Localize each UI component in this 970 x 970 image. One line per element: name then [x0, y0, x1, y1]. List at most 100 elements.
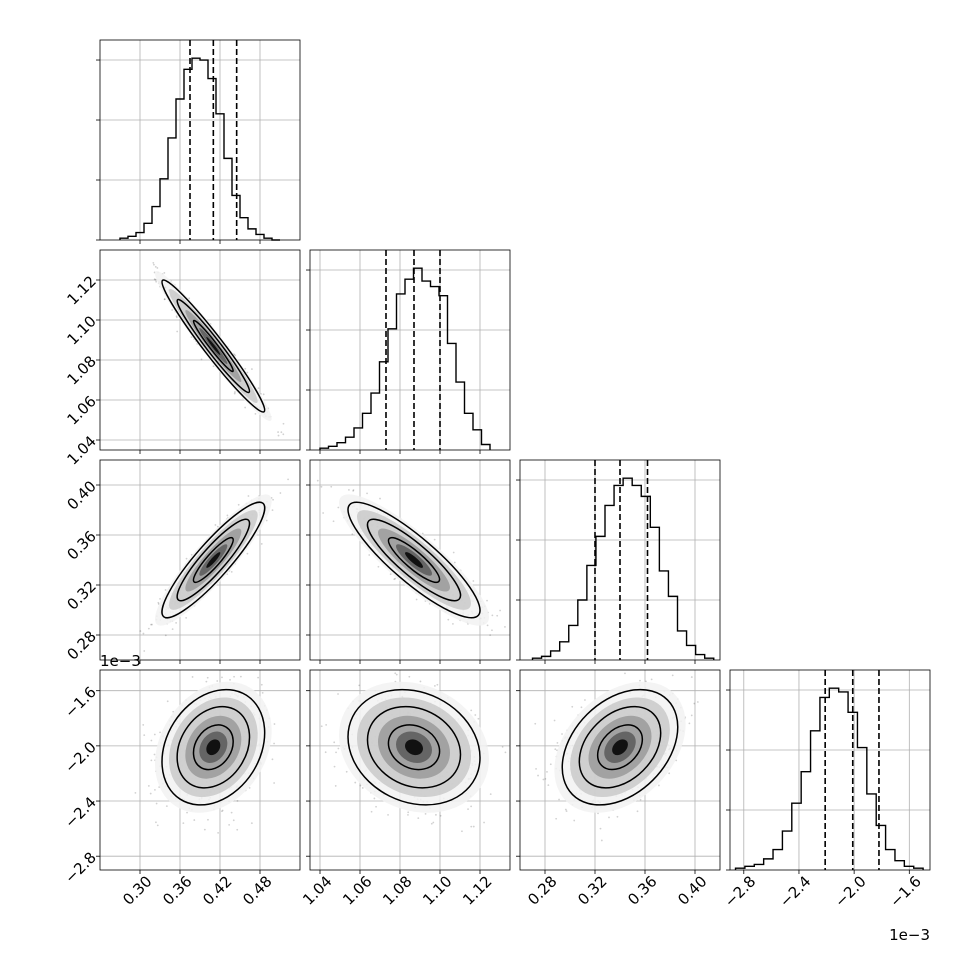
- sample-point: [164, 634, 167, 637]
- sample-point: [190, 336, 193, 338]
- panel-content: [100, 663, 300, 870]
- sample-point: [325, 723, 328, 726]
- contour-line-0: [161, 501, 266, 619]
- sample-point: [337, 506, 340, 509]
- sample-point: [430, 822, 433, 825]
- contour-line-2: [192, 724, 234, 771]
- contour-line-1: [366, 518, 462, 602]
- sample-point: [393, 578, 396, 581]
- sample-point: [200, 358, 203, 361]
- scatter-panel-3-1: [306, 667, 511, 874]
- sample-point: [171, 309, 174, 311]
- sample-point: [156, 267, 159, 269]
- sample-point: [164, 589, 167, 591]
- sample-point: [147, 627, 150, 630]
- sample-point: [470, 825, 473, 828]
- panel-content: [310, 667, 510, 870]
- sample-point: [324, 751, 327, 754]
- sample-point: [366, 492, 368, 495]
- sample-point: [433, 538, 436, 541]
- hist-step-line: [531, 477, 715, 660]
- sample-point: [134, 791, 137, 794]
- sample-point: [333, 765, 336, 768]
- sample-point: [447, 618, 450, 621]
- sample-point: [330, 485, 333, 488]
- sample-point: [394, 577, 397, 580]
- panel-frame: [309, 459, 511, 661]
- sample-point: [257, 387, 260, 390]
- sample-point: [251, 368, 253, 370]
- sample-point: [287, 478, 289, 481]
- sample-point: [237, 503, 240, 506]
- sample-point: [248, 787, 251, 789]
- sample-point: [260, 543, 263, 545]
- sample-point: [226, 514, 229, 517]
- sample-point: [152, 261, 155, 264]
- sample-point: [250, 822, 253, 825]
- sample-point: [573, 819, 576, 822]
- sample-point: [337, 747, 340, 750]
- panel-frame: [99, 459, 301, 661]
- sample-point: [389, 573, 392, 576]
- sample-point: [499, 609, 501, 612]
- scatter-panel-2-1: [306, 459, 511, 664]
- sample-point: [143, 734, 146, 737]
- sample-point: [151, 623, 153, 626]
- sample-point: [176, 330, 179, 333]
- sample-point: [232, 819, 235, 822]
- sample-point: [230, 811, 233, 814]
- sample-point: [387, 814, 389, 816]
- hist-panel-1: [306, 249, 511, 454]
- sample-point: [279, 492, 282, 494]
- sample-point: [217, 831, 220, 834]
- panel-content: [100, 460, 300, 660]
- sample-point: [118, 224, 120, 226]
- sample-point: [206, 676, 209, 679]
- panel-frame: [729, 669, 931, 871]
- contour-line-2: [192, 319, 234, 373]
- sample-point: [273, 782, 276, 784]
- sample-point: [156, 824, 159, 827]
- sample-point: [255, 663, 257, 665]
- sample-point: [332, 520, 335, 523]
- density-core: [405, 739, 424, 756]
- sample-point: [394, 672, 397, 675]
- sample-point: [537, 774, 539, 777]
- sample-point: [257, 676, 260, 679]
- sample-point: [351, 533, 354, 536]
- sample-point: [282, 422, 285, 425]
- sample-point: [166, 700, 169, 703]
- sample-point: [361, 787, 364, 789]
- sample-point: [277, 431, 279, 433]
- sample-point: [408, 675, 411, 678]
- contour-line-1: [366, 705, 462, 789]
- sample-point: [214, 524, 217, 526]
- density-core: [404, 552, 423, 568]
- hist-panel-2: [516, 459, 721, 664]
- sample-point: [155, 802, 158, 805]
- sample-point: [407, 811, 410, 814]
- sample-point: [236, 828, 239, 831]
- sample-point: [163, 271, 166, 274]
- sample-point: [639, 679, 641, 682]
- sample-point: [247, 495, 250, 497]
- sample-point: [496, 614, 499, 617]
- sample-point: [153, 263, 155, 266]
- scatter-panel-2-0: [96, 459, 301, 664]
- sample-point: [233, 392, 236, 395]
- sample-point: [345, 770, 348, 773]
- panel-content: [310, 460, 510, 660]
- panel-frame: [99, 39, 301, 241]
- sample-point: [472, 580, 475, 582]
- sample-point: [175, 621, 178, 624]
- sample-point: [171, 628, 174, 631]
- sample-point: [157, 601, 160, 604]
- sample-point: [433, 685, 436, 687]
- sample-point: [142, 632, 145, 635]
- sample-point: [501, 745, 504, 748]
- sample-point: [154, 265, 157, 268]
- sample-point: [461, 830, 463, 833]
- sample-point: [333, 741, 336, 744]
- sample-point: [409, 667, 411, 669]
